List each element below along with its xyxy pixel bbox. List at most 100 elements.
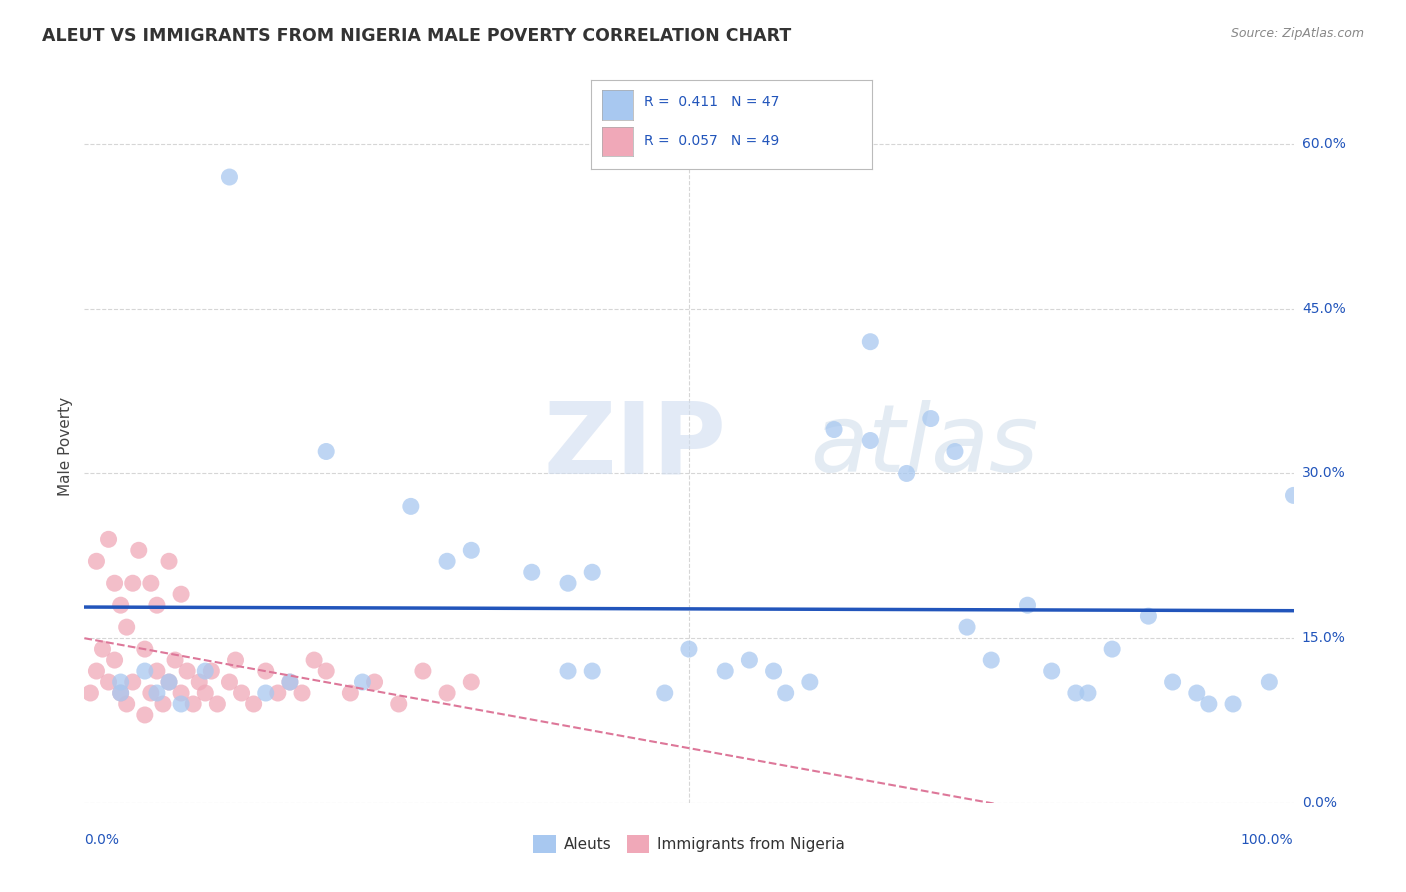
Point [91,642,114,657]
Point [146,598,169,612]
Point [218,169,240,184]
Text: 15.0%: 15.0% [1302,632,1346,645]
Point [170,686,193,700]
Point [399,500,422,514]
Point [1161,675,1184,690]
Point [302,653,325,667]
Point [339,686,361,700]
Point [225,653,247,667]
Point [1040,664,1063,678]
Point [460,543,482,558]
Point [104,576,127,591]
Point [520,566,543,580]
Point [194,686,217,700]
Point [291,686,314,700]
Point [412,664,434,678]
Point [823,423,845,437]
Point [920,411,942,425]
Point [104,653,127,667]
Point [1077,686,1099,700]
Y-axis label: Male Poverty: Male Poverty [58,396,73,496]
Point [152,697,174,711]
Point [1064,686,1087,700]
Point [315,664,337,678]
Point [165,653,187,667]
Text: 0.0%: 0.0% [1302,796,1337,810]
Point [714,664,737,678]
Point [115,697,138,711]
Text: 100.0%: 100.0% [1241,833,1294,847]
Point [121,675,143,690]
Point [799,675,821,690]
Text: 60.0%: 60.0% [1302,137,1346,151]
Point [110,598,132,612]
Point [139,686,162,700]
Point [363,675,385,690]
Point [128,543,150,558]
Point [859,434,882,448]
Point [194,664,217,678]
Point [254,664,277,678]
Point [139,576,162,591]
Point [97,675,120,690]
Point [1101,642,1123,657]
Point [242,697,264,711]
Point [315,444,337,458]
Point [775,686,797,700]
Point [896,467,918,481]
Text: R =  0.057   N = 49: R = 0.057 N = 49 [644,134,779,148]
Point [110,686,132,700]
Point [134,664,156,678]
Point [581,566,603,580]
Point [110,686,132,700]
Point [654,686,676,700]
Point [86,664,108,678]
Point [207,697,229,711]
Point [157,554,180,568]
Point [278,675,301,690]
Point [97,533,120,547]
Point [254,686,277,700]
Point [121,576,143,591]
Point [86,554,108,568]
Point [1222,697,1244,711]
Point [110,675,132,690]
Point [170,697,193,711]
Point [460,675,482,690]
Point [115,620,138,634]
Point [1185,686,1208,700]
Point [188,675,211,690]
Point [1198,697,1220,711]
Text: Source: ZipAtlas.com: Source: ZipAtlas.com [1230,27,1364,40]
Text: 0.0%: 0.0% [84,833,120,847]
Point [146,664,169,678]
Point [1017,598,1039,612]
Point [278,675,301,690]
Point [557,576,579,591]
Point [557,664,579,678]
Point [581,664,603,678]
Text: ZIP: ZIP [544,398,727,494]
Point [181,697,204,711]
Point [176,664,198,678]
Point [200,664,222,678]
Point [170,587,193,601]
Point [943,444,966,458]
Point [859,334,882,349]
Legend: Aleuts, Immigrants from Nigeria: Aleuts, Immigrants from Nigeria [527,829,851,859]
Point [157,675,180,690]
Point [267,686,290,700]
Point [436,554,458,568]
Point [1282,488,1305,502]
Point [157,675,180,690]
Point [1258,675,1281,690]
Point [1137,609,1160,624]
Point [134,708,156,723]
Text: 45.0%: 45.0% [1302,301,1346,316]
Point [231,686,253,700]
Point [436,686,458,700]
Point [218,675,240,690]
Point [352,675,374,690]
Point [146,686,169,700]
Text: R =  0.411   N = 47: R = 0.411 N = 47 [644,95,779,109]
